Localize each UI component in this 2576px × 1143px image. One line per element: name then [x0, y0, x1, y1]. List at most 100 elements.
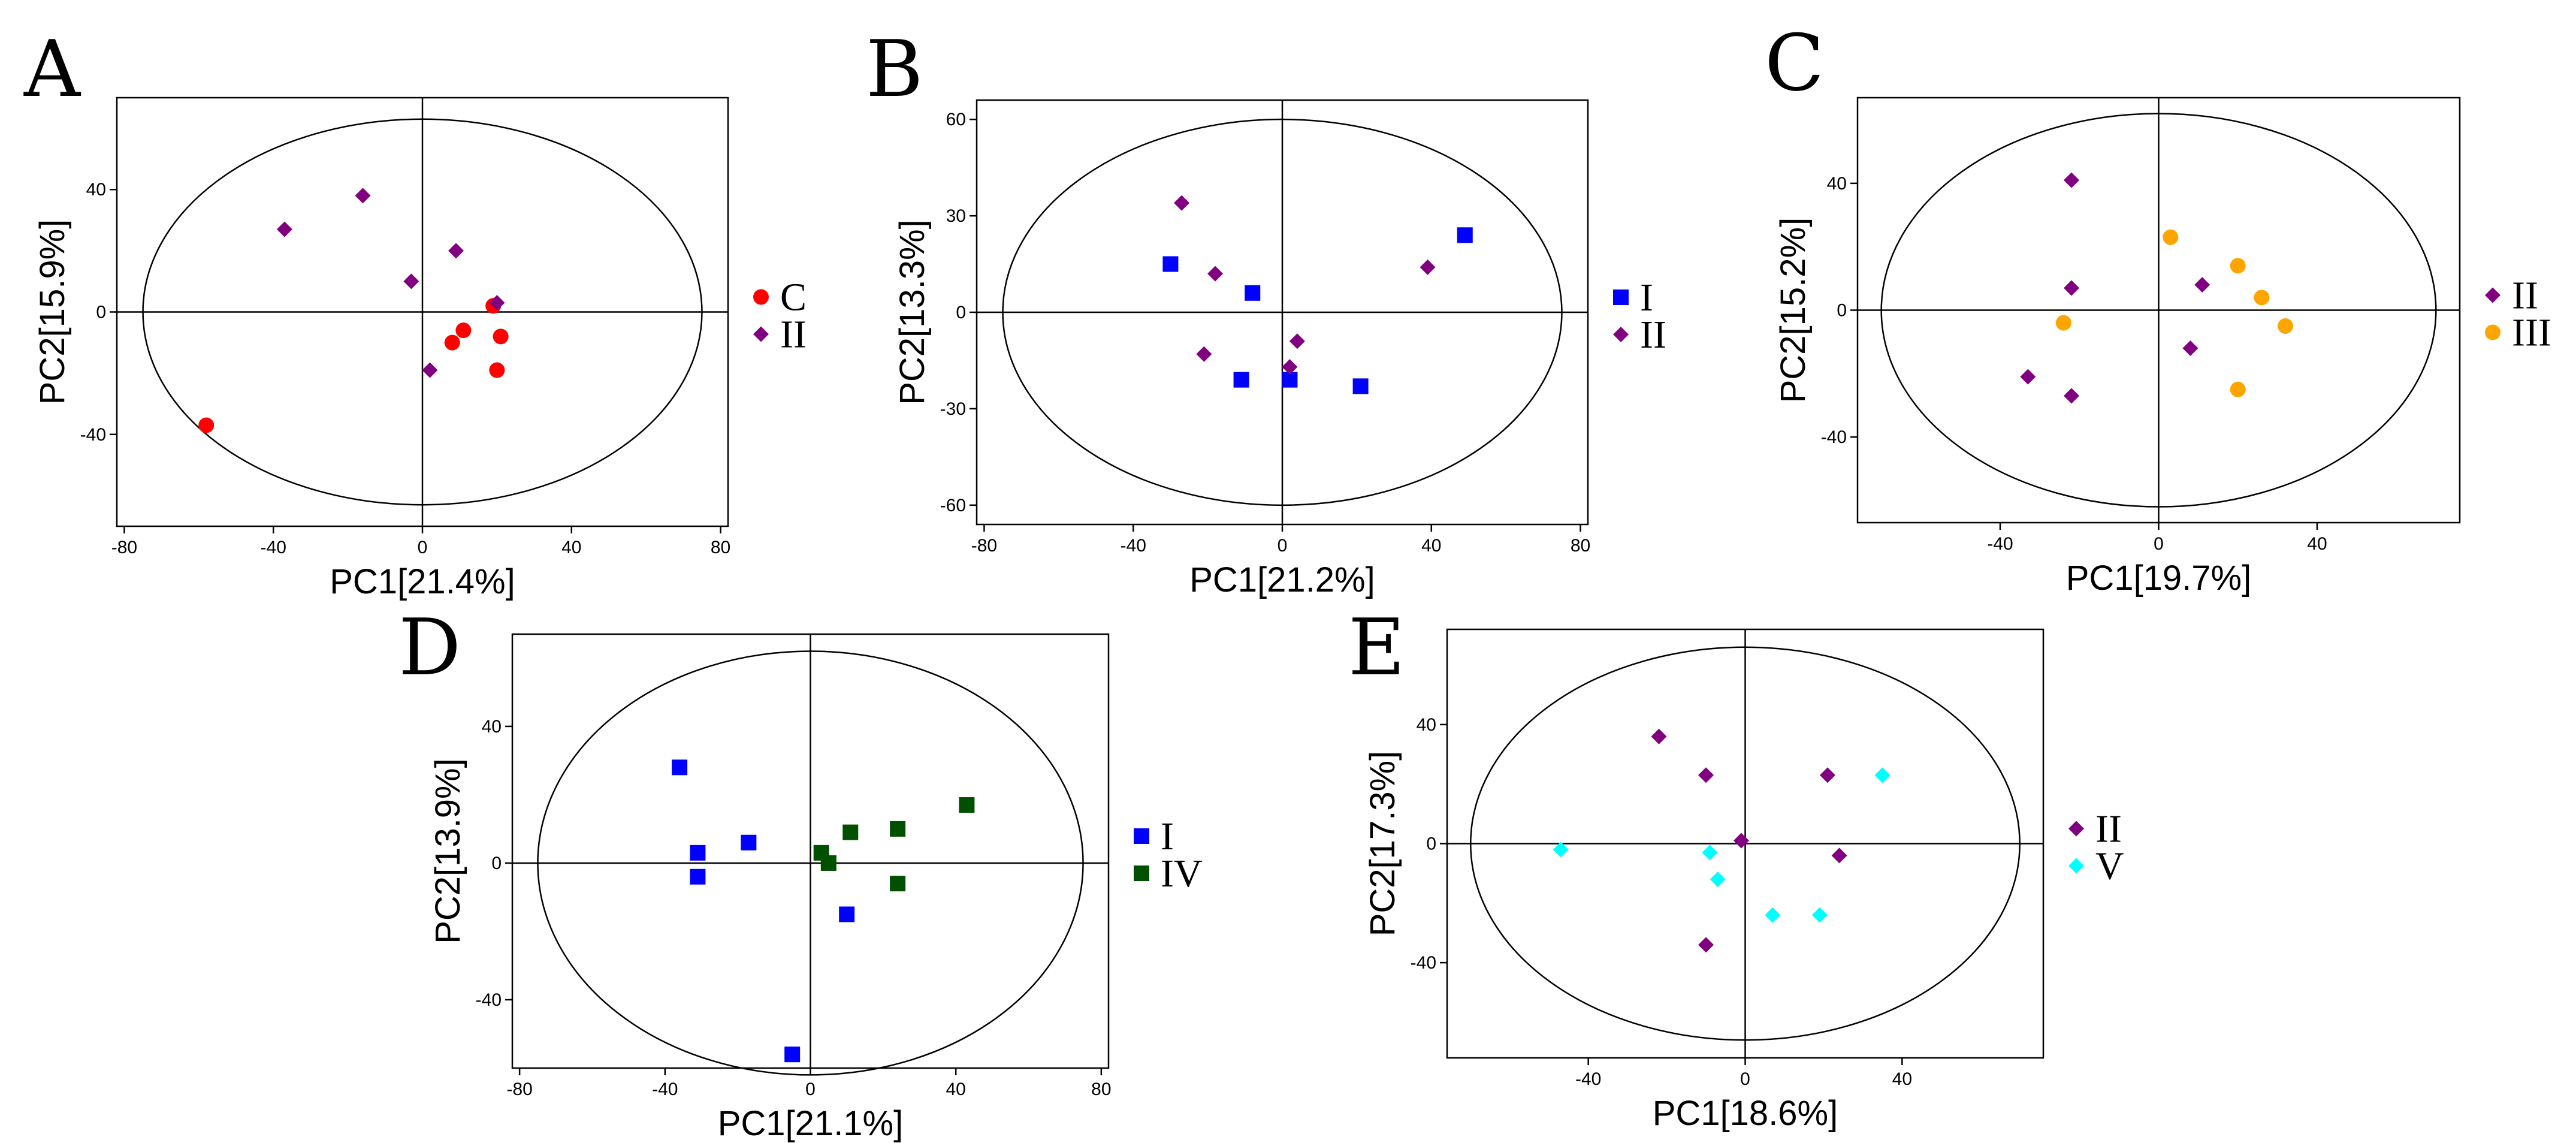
panel-e: E -40 0 40 -40 0 40 PC1[18.6%] PC2[17.3%] IIV — [1348, 602, 2124, 1133]
y-tick-label: 0 — [96, 303, 106, 322]
legend-label-v: V — [2095, 845, 2124, 888]
y-axis-label: PC2[17.3%] — [1363, 751, 1402, 937]
point-v — [1702, 845, 1718, 861]
x-tick-label: -40 — [1121, 536, 1146, 556]
point-ii — [403, 273, 419, 289]
panel-letter: B — [866, 23, 923, 114]
legend-marker-c — [753, 289, 769, 305]
point-iii — [2230, 381, 2246, 397]
x-tick-label: 40 — [1421, 536, 1441, 556]
point-i — [672, 759, 688, 776]
point-iv — [820, 855, 836, 871]
legend-label-ii: II — [2512, 274, 2538, 318]
y-axis-label: PC2[15.2%] — [1774, 218, 1813, 403]
point-c — [489, 362, 505, 378]
legend-marker-v — [2068, 858, 2084, 874]
point-ii — [1733, 833, 1749, 849]
x-tick-label: -40 — [652, 1079, 678, 1099]
point-ii — [1207, 266, 1224, 282]
point-iv — [842, 824, 859, 840]
point-i — [839, 906, 855, 922]
x-tick-label: -40 — [1987, 534, 2013, 554]
legend-marker-ii — [753, 326, 769, 342]
x-tick-label: 40 — [946, 1079, 965, 1099]
point-ii — [1698, 937, 1714, 953]
x-axis-label: PC1[21.2%] — [1189, 560, 1375, 599]
point-ii — [2064, 388, 2080, 404]
point-ii — [276, 221, 292, 237]
legend-label-c: C — [780, 276, 807, 319]
point-iv — [959, 797, 975, 813]
x-tick-label: 0 — [1740, 1069, 1750, 1089]
point-i — [1457, 227, 1473, 243]
point-i — [784, 1047, 801, 1063]
y-tick-label: -40 — [476, 990, 502, 1010]
point-v — [1710, 871, 1726, 888]
legend-label-ii: II — [1640, 313, 1666, 357]
x-axis-label: PC1[21.4%] — [330, 562, 515, 601]
point-ii — [1420, 259, 1436, 275]
point-iii — [2230, 258, 2246, 274]
point-c — [493, 328, 509, 345]
legend-label-i: I — [1161, 815, 1174, 858]
point-ii — [1196, 346, 1212, 362]
x-axis-label: PC1[19.7%] — [2066, 559, 2252, 598]
point-v — [1874, 767, 1891, 783]
point-c — [455, 322, 472, 339]
y-tick-label: -40 — [1821, 427, 1847, 447]
legend-label-ii: II — [780, 313, 807, 357]
legend-marker-iv — [1134, 865, 1149, 881]
point-i — [1245, 285, 1261, 301]
panel-letter: C — [1765, 17, 1824, 108]
point-v — [1811, 907, 1828, 923]
panel-letter: E — [1348, 602, 1405, 693]
y-tick-label: -60 — [940, 496, 966, 515]
x-axis-label: PC1[18.6%] — [1653, 1094, 1838, 1133]
y-tick-label: 40 — [86, 180, 106, 200]
point-iv — [890, 876, 906, 892]
y-tick-label: -40 — [1411, 953, 1436, 973]
point-ii — [2020, 369, 2036, 385]
legend-marker-i — [1134, 828, 1149, 844]
x-tick-label: -80 — [111, 538, 137, 557]
confidence-ellipse — [142, 118, 703, 506]
point-iii — [2055, 315, 2071, 331]
point-iii — [2163, 229, 2179, 245]
y-axis-label: PC2[13.3%] — [893, 219, 932, 405]
x-tick-label: -40 — [261, 538, 286, 557]
y-tick-label: 30 — [946, 206, 966, 226]
point-ii — [489, 295, 505, 311]
y-axis-label: PC2[13.9%] — [428, 758, 467, 944]
legend-marker-iii — [2485, 324, 2500, 340]
point-ii — [1282, 359, 1298, 375]
y-tick-label: 0 — [956, 303, 966, 322]
point-i — [1233, 372, 1249, 388]
point-ii — [2194, 277, 2210, 293]
panel-b: B -80 -40 0 40 80 -60 -30 0 30 60 PC1[21.2%] PC2[13.… — [866, 23, 1666, 599]
point-i — [1352, 378, 1369, 394]
legend-label-ii: II — [2095, 807, 2122, 851]
point-v — [1765, 907, 1781, 923]
x-tick-label: 0 — [2154, 534, 2164, 554]
point-i — [1162, 256, 1179, 272]
x-tick-label: 0 — [1278, 536, 1288, 556]
point-i — [690, 868, 706, 885]
panel-d: D -80 -40 0 40 80 -40 0 40 PC1[21.1%] PC2[13.9%] II… — [398, 602, 1203, 1143]
x-axis-label: PC1[21.1%] — [718, 1104, 904, 1143]
point-ii — [2064, 280, 2080, 296]
y-tick-label: 40 — [1827, 174, 1847, 194]
point-ii — [1289, 333, 1305, 349]
point-ii — [1698, 767, 1714, 783]
x-tick-label: 0 — [805, 1079, 816, 1099]
panel-letter: D — [398, 602, 461, 693]
point-ii — [2182, 340, 2198, 356]
point-i — [741, 834, 757, 851]
x-tick-label: -80 — [971, 536, 997, 556]
legend-label-i: I — [1640, 276, 1653, 319]
y-tick-label: 0 — [1426, 834, 1436, 854]
point-iv — [890, 821, 906, 837]
legend-marker-i — [1613, 289, 1629, 305]
point-iii — [2254, 289, 2270, 306]
point-i — [690, 845, 706, 861]
